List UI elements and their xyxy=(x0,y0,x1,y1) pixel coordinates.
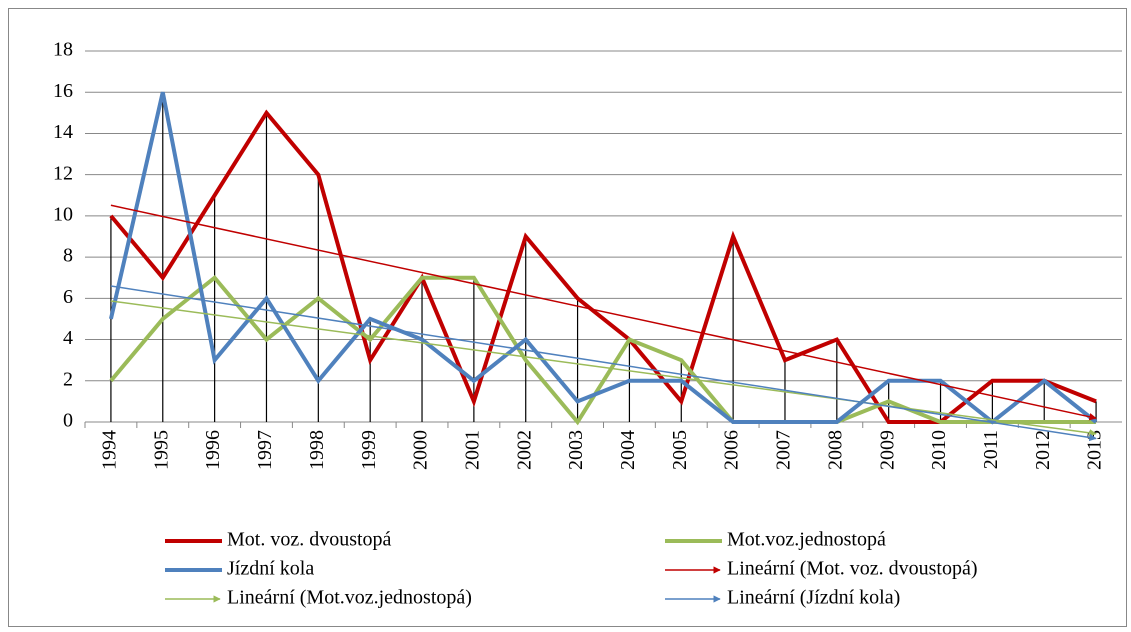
y-tick-label: 0 xyxy=(63,410,73,432)
y-tick-label: 6 xyxy=(63,286,73,308)
x-tick-label: 1999 xyxy=(358,430,380,470)
x-tick-label: 2012 xyxy=(1032,430,1054,470)
y-tick-label: 12 xyxy=(53,162,73,184)
x-tick-label: 2000 xyxy=(410,430,432,470)
trend-line xyxy=(110,204,1097,421)
x-tick-label: 2010 xyxy=(928,430,950,470)
y-tick-label: 16 xyxy=(53,80,73,102)
trend-line xyxy=(110,300,1097,437)
chart-border xyxy=(8,8,1127,627)
x-tick-label: 2009 xyxy=(876,430,898,470)
x-tick-label: 1997 xyxy=(254,430,276,470)
series-line xyxy=(109,274,1097,426)
x-tick-label: 1995 xyxy=(150,430,172,470)
y-tick-label: 2 xyxy=(63,368,73,390)
y-tick-label: 18 xyxy=(53,39,73,61)
x-tick-label: 2007 xyxy=(773,430,795,470)
x-tick-label: 2002 xyxy=(513,430,535,470)
legend-label: Lineární (Jízdní kola) xyxy=(727,587,900,609)
legend-label: Lineární (Mot.voz.jednostopá) xyxy=(227,587,472,609)
legend-label: Mot. voz. dvoustopá xyxy=(227,529,392,551)
x-tick-label: 2001 xyxy=(461,430,483,470)
x-tick-label: 2005 xyxy=(669,430,691,470)
y-tick-label: 14 xyxy=(53,121,73,143)
x-tick-label: 1998 xyxy=(306,430,328,470)
x-tick-label: 2013 xyxy=(1084,430,1106,470)
legend-label: Jízdní kola xyxy=(227,558,314,580)
trend-line xyxy=(110,285,1097,442)
y-tick-label: 10 xyxy=(53,203,73,225)
x-tick-label: 1994 xyxy=(99,430,121,470)
x-tick-label: 2008 xyxy=(824,430,846,470)
x-tick-label: 1996 xyxy=(202,430,224,470)
x-tick-label: 2003 xyxy=(565,430,587,470)
legend-label: Mot.voz.jednostopá xyxy=(727,529,886,551)
x-tick-label: 2004 xyxy=(617,430,639,470)
x-tick-label: 2011 xyxy=(980,430,1002,469)
y-tick-label: 4 xyxy=(63,327,73,349)
series-line xyxy=(109,109,1097,424)
x-tick-label: 2006 xyxy=(721,430,743,470)
legend-label: Lineární (Mot. voz. dvoustopá) xyxy=(727,558,978,580)
y-tick-label: 8 xyxy=(63,245,73,267)
